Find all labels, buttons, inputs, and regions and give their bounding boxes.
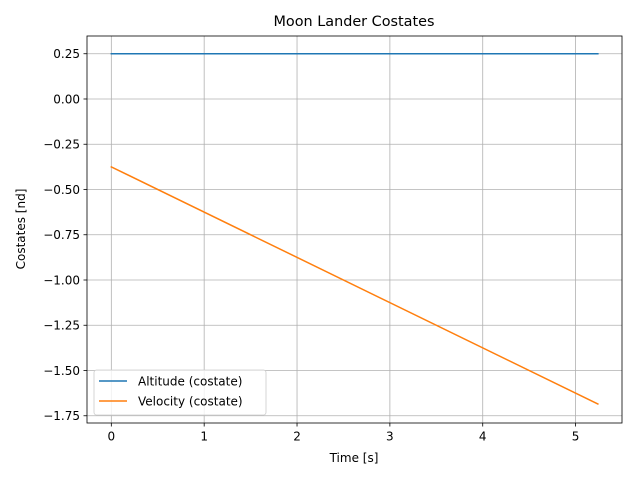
x-tick-label: 2 <box>293 430 301 444</box>
axes-frame <box>86 35 623 424</box>
legend-label-altitude: Altitude (costate) <box>138 374 242 388</box>
y-ticks: 0.25 0.00 −0.25 −0.50 −0.75 −1.00 −1.25 −1.50 −1… <box>43 47 87 423</box>
x-tick-label: 0 <box>108 430 116 444</box>
legend: Altitude (costate) Velocity (costate) <box>93 369 267 416</box>
x-tick-label: 5 <box>572 430 580 444</box>
y-axis-label: Costates [nd] <box>14 189 28 270</box>
y-tick-label: −0.50 <box>43 183 80 197</box>
series-line-velocity <box>110 165 599 405</box>
y-tick-label: −0.25 <box>43 138 80 152</box>
legend-label-velocity: Velocity (costate) <box>138 394 243 408</box>
y-tick-label: −1.25 <box>43 319 80 333</box>
y-tick-label: −1.75 <box>43 409 80 423</box>
x-ticks: 0 1 2 3 4 5 <box>108 423 580 444</box>
x-tick-label: 1 <box>200 430 208 444</box>
y-tick-label: −0.75 <box>43 228 80 242</box>
x-tick-label: 4 <box>479 430 487 444</box>
y-tick-label: −1.50 <box>43 364 80 378</box>
series-lines <box>110 52 599 405</box>
y-tick-label: 0.25 <box>53 47 80 61</box>
y-tick-label: −1.00 <box>43 273 80 287</box>
x-axis-label: Time [s] <box>329 451 379 465</box>
legend-box <box>93 369 267 416</box>
x-tick-label: 3 <box>386 430 394 444</box>
y-tick-label: 0.00 <box>53 92 80 106</box>
chart-title: Moon Lander Costates <box>274 14 435 30</box>
grid <box>87 36 622 423</box>
